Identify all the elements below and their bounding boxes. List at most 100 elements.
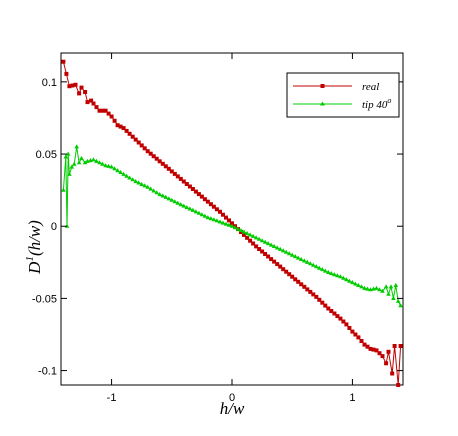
data-point-tip bbox=[253, 235, 259, 240]
data-point-tip bbox=[271, 243, 277, 248]
data-point-real bbox=[100, 108, 105, 113]
data-point-real bbox=[124, 128, 129, 133]
data-point-tip bbox=[65, 151, 71, 156]
data-point-tip bbox=[211, 217, 217, 222]
data-point-tip bbox=[383, 284, 389, 289]
series-tip bbox=[61, 144, 403, 308]
data-point-tip bbox=[235, 226, 241, 231]
y-tick-label: 0.1 bbox=[42, 77, 57, 89]
data-point-tip bbox=[289, 252, 295, 257]
data-point-real bbox=[136, 140, 141, 145]
data-point-real bbox=[302, 284, 307, 289]
data-point-real bbox=[196, 192, 201, 197]
data-point-real bbox=[260, 249, 265, 254]
data-point-tip bbox=[79, 155, 84, 160]
data-point-real bbox=[97, 108, 102, 113]
data-point-real bbox=[362, 342, 367, 347]
data-point-tip bbox=[393, 282, 399, 287]
data-point-tip bbox=[250, 233, 256, 238]
data-point-real bbox=[329, 309, 334, 313]
data-point-tip bbox=[160, 193, 166, 198]
data-point-real bbox=[109, 114, 114, 119]
data-point-tip bbox=[380, 288, 385, 293]
data-point-real bbox=[61, 59, 66, 64]
data-point-tip bbox=[391, 295, 396, 300]
data-point-tip bbox=[151, 188, 156, 193]
data-point-real bbox=[139, 143, 144, 148]
data-point-real bbox=[172, 171, 177, 176]
data-point-tip bbox=[133, 179, 138, 184]
data-point-real bbox=[64, 71, 69, 76]
data-point-tip bbox=[359, 284, 364, 289]
data-point-tip bbox=[262, 239, 268, 244]
data-point-tip bbox=[67, 171, 72, 176]
data-point-tip bbox=[229, 223, 235, 228]
data-point-real bbox=[103, 108, 108, 113]
data-point-tip bbox=[274, 245, 280, 250]
y-axis-title-main: D bbox=[25, 261, 44, 275]
data-point-real bbox=[338, 316, 343, 321]
data-point-real bbox=[305, 287, 310, 292]
data-point-tip bbox=[395, 298, 401, 303]
x-tick-label: 1 bbox=[349, 392, 355, 404]
data-point-tip bbox=[193, 209, 199, 214]
data-point-tip bbox=[76, 160, 82, 165]
data-point-real bbox=[157, 159, 162, 164]
data-point-tip bbox=[259, 238, 265, 243]
data-point-tip bbox=[127, 175, 132, 180]
series-layer bbox=[61, 59, 403, 387]
data-point-tip bbox=[247, 232, 253, 237]
data-point-real bbox=[332, 311, 337, 316]
data-point-real bbox=[77, 91, 82, 96]
y-axis-title: D1(h/w) bbox=[24, 220, 44, 275]
x-tick-label: -1 bbox=[107, 392, 117, 404]
data-point-real bbox=[396, 383, 401, 387]
data-point-real bbox=[242, 232, 246, 237]
data-point-tip bbox=[386, 291, 391, 296]
legend-marker-tip bbox=[320, 101, 325, 106]
data-point-tip bbox=[61, 187, 66, 192]
data-point-real bbox=[293, 277, 298, 282]
data-point-tip bbox=[280, 248, 286, 253]
data-point-real bbox=[83, 90, 88, 94]
data-point-tip bbox=[154, 190, 159, 195]
data-point-tip bbox=[112, 166, 117, 171]
data-point-tip bbox=[139, 181, 144, 186]
data-point-real bbox=[184, 182, 189, 186]
data-point-tip bbox=[241, 229, 247, 234]
data-point-tip bbox=[232, 225, 238, 230]
legend-label-tip-text: tip 40 bbox=[362, 99, 388, 111]
data-point-tip bbox=[145, 184, 150, 189]
data-point-tip bbox=[298, 256, 304, 261]
data-point-tip bbox=[323, 268, 328, 273]
data-point-real bbox=[199, 194, 204, 199]
data-point-tip bbox=[148, 186, 153, 191]
data-point-real bbox=[187, 184, 192, 189]
y-axis-title-rest: (h/w) bbox=[25, 220, 44, 256]
x-axis-title: h/w bbox=[220, 399, 245, 418]
data-point-real bbox=[281, 267, 286, 272]
data-point-tip bbox=[341, 275, 346, 280]
data-point-real bbox=[272, 259, 277, 264]
data-point-tip bbox=[329, 271, 334, 276]
data-point-tip bbox=[226, 222, 232, 227]
data-point-tip bbox=[335, 273, 340, 278]
data-point-real bbox=[296, 279, 301, 284]
data-point-tip bbox=[320, 267, 325, 272]
data-point-tip bbox=[256, 236, 262, 241]
legend-label-real: real bbox=[362, 81, 379, 93]
data-point-real bbox=[151, 154, 156, 159]
data-point-tip bbox=[283, 249, 289, 254]
data-point-real bbox=[290, 274, 295, 279]
y-tick-label: -0.05 bbox=[32, 293, 57, 305]
data-point-tip bbox=[199, 212, 205, 217]
data-point-real bbox=[133, 137, 138, 142]
data-point-tip bbox=[347, 278, 352, 283]
data-point-tip bbox=[208, 216, 214, 221]
data-point-real bbox=[353, 332, 358, 337]
data-point-real bbox=[371, 347, 376, 352]
data-point-tip bbox=[398, 303, 403, 308]
data-point-tip bbox=[292, 254, 298, 259]
data-point-tip bbox=[178, 202, 184, 207]
